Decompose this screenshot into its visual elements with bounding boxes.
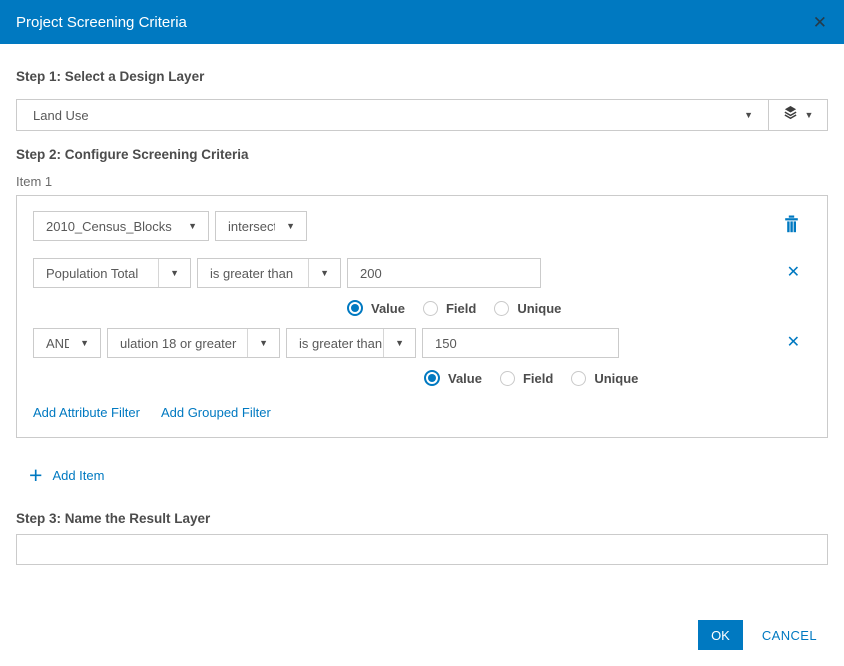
radio-unselected-icon <box>571 370 587 386</box>
attribute-filter-row: Population Total ▼ is greater than ▼ ✕ <box>33 258 811 288</box>
attribute-filter-row: AND ▼ ulation 18 or greater ▼ is greater… <box>33 328 811 358</box>
spatial-operator-dropdown[interactable]: intersects ▼ <box>215 211 307 241</box>
radio-label: Unique <box>517 300 562 316</box>
cancel-button[interactable]: CANCEL <box>761 627 817 643</box>
filter2-radio-value[interactable]: Value <box>424 370 482 386</box>
design-layer-dropdown[interactable]: Land Use ▼ <box>17 100 768 130</box>
radio-label: Value <box>448 370 482 386</box>
add-item-label: Add Item <box>52 468 105 483</box>
step2-label: Step 2: Configure Screening Criteria <box>16 147 249 162</box>
filter1-field-value: Population Total <box>46 265 139 281</box>
filter2-connector-value: AND <box>46 335 70 351</box>
step3-label: Step 3: Name the Result Layer <box>16 511 211 526</box>
filter2-connector-dropdown[interactable]: AND ▼ <box>33 328 101 358</box>
filter1-radio-field[interactable]: Field <box>422 300 477 316</box>
dialog-title: Project Screening Criteria <box>16 13 187 31</box>
radio-unselected-icon <box>494 300 510 316</box>
filter2-value-input[interactable] <box>422 328 619 358</box>
chevron-down-icon: ▼ <box>259 337 268 348</box>
remove-filter1-button[interactable]: ✕ <box>787 265 800 281</box>
filter2-operator-value: is greater than <box>299 335 383 351</box>
layers-icon <box>783 105 798 125</box>
filter1-operator-value: is greater than <box>210 265 294 281</box>
layer-options-dropdown[interactable]: ▼ <box>769 100 827 130</box>
ok-button[interactable]: OK <box>698 620 743 650</box>
census-layer-dropdown[interactable]: 2010_Census_Blocks ▼ <box>33 211 209 241</box>
radio-label: Value <box>371 300 405 316</box>
item-1-label: Item 1 <box>16 174 53 189</box>
filter2-radio-unique[interactable]: Unique <box>571 370 639 386</box>
step1-label: Step 1: Select a Design Layer <box>16 69 205 84</box>
filter2-field-dropdown[interactable]: ulation 18 or greater ▼ <box>107 328 280 358</box>
filter1-operator-dropdown[interactable]: is greater than ▼ <box>197 258 341 288</box>
filter1-mode-radio-group: Value Field Unique <box>33 300 811 316</box>
radio-label: Field <box>445 300 477 316</box>
filter1-radio-unique[interactable]: Unique <box>494 300 562 316</box>
radio-selected-icon <box>424 370 440 386</box>
dialog-footer: OK CANCEL <box>698 620 817 650</box>
screening-item-box: 2010_Census_Blocks ▼ intersects ▼ <box>16 195 828 438</box>
design-layer-value: Land Use <box>33 107 89 123</box>
add-grouped-filter-link[interactable]: Add Grouped Filter <box>160 405 271 420</box>
filter-links-row: Add Attribute Filter Add Grouped Filter <box>33 405 811 420</box>
add-item-button[interactable]: + Add Item <box>16 464 828 487</box>
chevron-down-icon: ▼ <box>804 109 814 120</box>
dialog-body: Step 1: Select a Design Layer Land Use ▼… <box>0 69 844 565</box>
spatial-operator-value: intersects <box>228 218 275 234</box>
remove-filter2-button[interactable]: ✕ <box>787 335 800 351</box>
item-header-row: 2010_Census_Blocks ▼ intersects ▼ <box>33 211 811 241</box>
radio-unselected-icon <box>422 300 438 316</box>
result-layer-name-input[interactable] <box>16 534 828 565</box>
chevron-down-icon: ▼ <box>744 109 753 120</box>
delete-item-button[interactable] <box>783 215 800 238</box>
close-icon[interactable]: ✕ <box>812 12 827 32</box>
dialog-header: Project Screening Criteria ✕ <box>0 0 844 44</box>
filter2-operator-dropdown[interactable]: is greater than ▼ <box>286 328 416 358</box>
chevron-down-icon: ▼ <box>286 220 295 231</box>
chevron-down-icon: ▼ <box>320 267 329 278</box>
filter2-field-value: ulation 18 or greater <box>120 335 237 351</box>
chevron-down-icon: ▼ <box>170 267 179 278</box>
census-layer-value: 2010_Census_Blocks <box>46 218 172 234</box>
close-icon: ✕ <box>786 264 800 281</box>
radio-unselected-icon <box>499 370 515 386</box>
chevron-down-icon: ▼ <box>395 337 404 348</box>
filter1-radio-value[interactable]: Value <box>347 300 405 316</box>
filter2-radio-field[interactable]: Field <box>499 370 554 386</box>
plus-icon: + <box>29 462 43 488</box>
filter2-mode-radio-group: Value Field Unique <box>33 370 811 386</box>
chevron-down-icon: ▼ <box>80 337 89 348</box>
close-icon: ✕ <box>786 334 800 351</box>
divider <box>768 100 769 130</box>
add-attribute-filter-link[interactable]: Add Attribute Filter <box>33 405 140 420</box>
radio-label: Unique <box>594 370 639 386</box>
design-layer-select-bar: Land Use ▼ ▼ <box>16 99 828 131</box>
filter1-value-input[interactable] <box>347 258 541 288</box>
chevron-down-icon: ▼ <box>188 220 197 231</box>
radio-label: Field <box>522 370 554 386</box>
radio-selected-icon <box>347 300 363 316</box>
trash-icon <box>783 215 800 238</box>
filter1-field-dropdown[interactable]: Population Total ▼ <box>33 258 191 288</box>
